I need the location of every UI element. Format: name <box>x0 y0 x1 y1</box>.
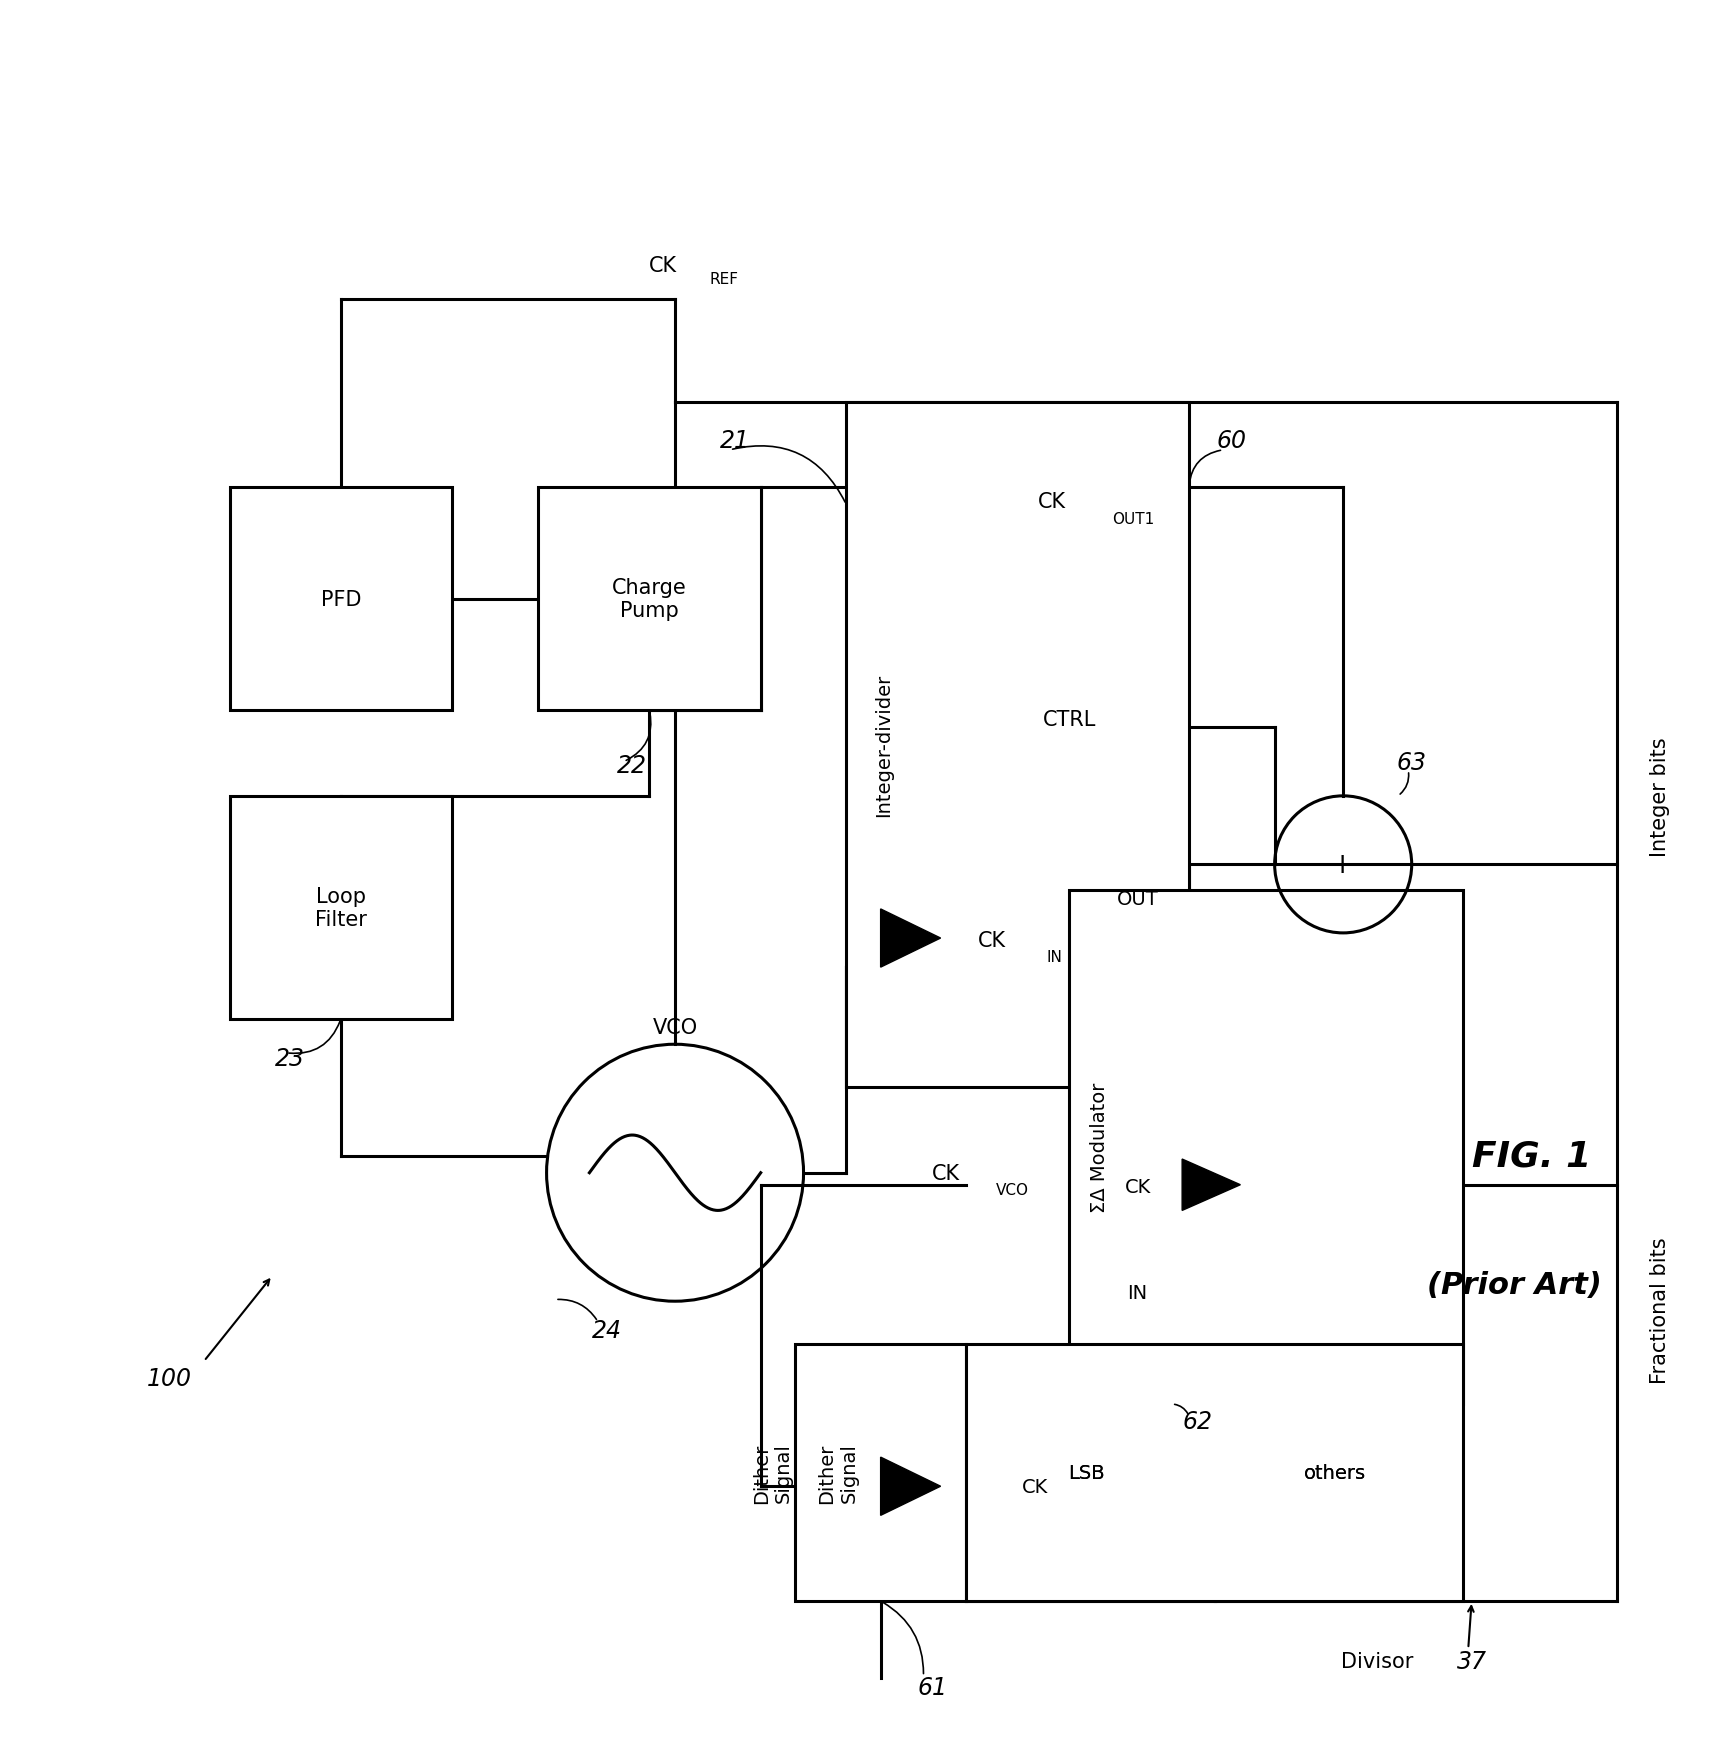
Text: LSB: LSB <box>1067 1462 1105 1482</box>
Text: Divisor: Divisor <box>1342 1651 1414 1671</box>
Text: +: + <box>1332 850 1356 878</box>
Text: ΣΔ Modulator: ΣΔ Modulator <box>1090 1083 1109 1212</box>
Text: IN: IN <box>1047 949 1062 965</box>
Text: Fractional bits: Fractional bits <box>1649 1237 1670 1383</box>
Text: CK: CK <box>933 1162 960 1184</box>
Text: 100: 100 <box>147 1367 192 1390</box>
Text: CK: CK <box>1038 492 1066 512</box>
Text: 61: 61 <box>917 1674 946 1699</box>
Bar <box>794 1344 967 1602</box>
Bar <box>539 489 760 711</box>
Text: LSB: LSB <box>1067 1462 1105 1482</box>
Bar <box>230 489 452 711</box>
Text: 62: 62 <box>1183 1409 1212 1434</box>
Text: REF: REF <box>710 272 739 288</box>
Text: CK: CK <box>1022 1476 1048 1496</box>
Text: VCO: VCO <box>653 1018 698 1037</box>
Text: CK: CK <box>977 930 1007 951</box>
Text: others: others <box>1304 1462 1366 1482</box>
Text: 60: 60 <box>1218 429 1247 452</box>
Bar <box>230 796 452 1020</box>
Text: OUT: OUT <box>1117 889 1159 908</box>
Polygon shape <box>881 1457 941 1515</box>
Text: 63: 63 <box>1397 750 1427 774</box>
Polygon shape <box>1183 1159 1240 1210</box>
Polygon shape <box>881 910 941 968</box>
Text: CTRL: CTRL <box>1043 709 1095 729</box>
Text: CK: CK <box>649 256 677 275</box>
Text: OUT1: OUT1 <box>1112 512 1154 526</box>
Text: 23: 23 <box>275 1046 304 1071</box>
Text: others: others <box>1304 1462 1366 1482</box>
Text: Integer-divider: Integer-divider <box>874 674 893 817</box>
Text: 24: 24 <box>592 1318 622 1342</box>
Text: PFD: PFD <box>321 589 361 610</box>
Bar <box>967 1344 1463 1602</box>
Text: 22: 22 <box>617 753 648 778</box>
Text: Dither
Signal: Dither Signal <box>817 1443 858 1503</box>
Text: VCO: VCO <box>995 1182 1028 1198</box>
Text: IN: IN <box>1128 1284 1148 1302</box>
Text: Integer bits: Integer bits <box>1649 737 1670 856</box>
Text: CK: CK <box>1124 1177 1150 1196</box>
Text: 21: 21 <box>720 429 750 452</box>
Text: 37: 37 <box>1456 1649 1487 1672</box>
Text: FIG. 1: FIG. 1 <box>1471 1140 1591 1173</box>
Text: Loop
Filter: Loop Filter <box>314 886 366 930</box>
Bar <box>1069 891 1463 1404</box>
Text: Dither
Signal: Dither Signal <box>753 1443 793 1503</box>
Text: (Prior Art): (Prior Art) <box>1427 1270 1603 1298</box>
Text: Charge
Pump: Charge Pump <box>611 579 687 621</box>
Bar <box>846 402 1188 1087</box>
